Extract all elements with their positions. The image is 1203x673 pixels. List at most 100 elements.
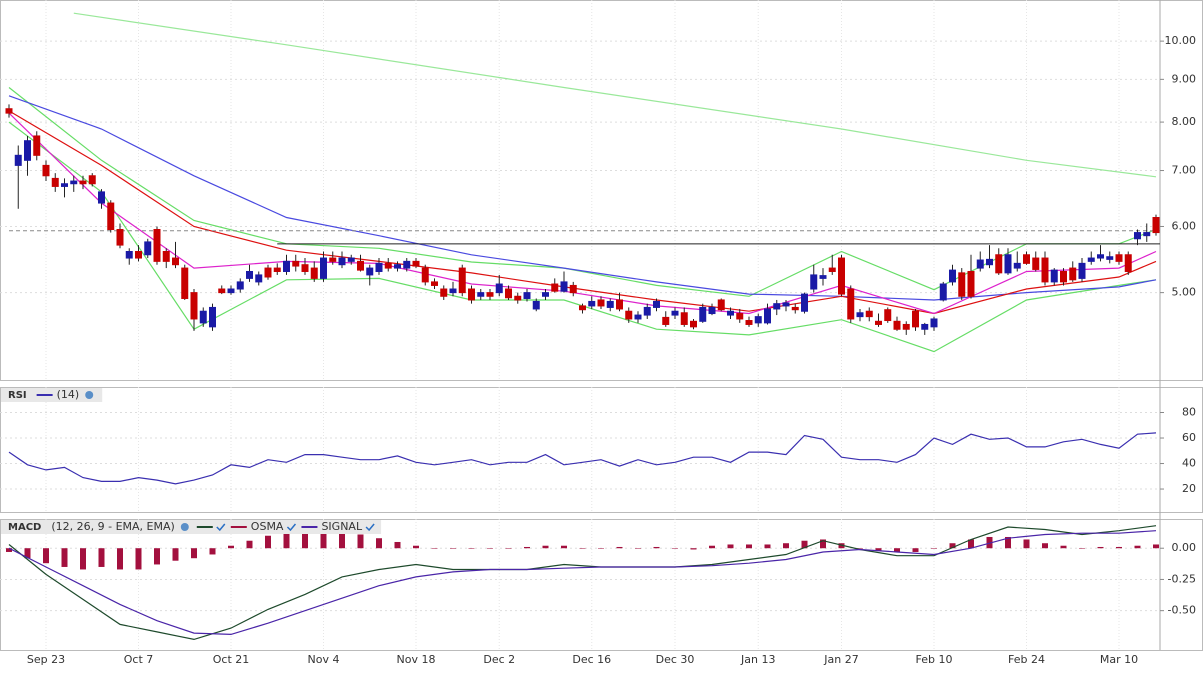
candle-body [680, 312, 688, 325]
histogram-bar [1153, 544, 1159, 549]
y-tick-label: -0.25 [1168, 572, 1196, 585]
candle-body [514, 295, 522, 301]
candle-body [801, 293, 808, 312]
histogram-bar [542, 545, 549, 549]
candle-body [690, 320, 697, 328]
histogram-bar [1134, 545, 1141, 549]
candle-body [847, 288, 855, 320]
histogram-bar [487, 548, 493, 549]
candle-body [292, 260, 300, 267]
candle-body [949, 269, 956, 283]
candle-body [1013, 262, 1021, 269]
x-tick-label: Feb 24 [1008, 653, 1045, 666]
y-tick-label: 60 [1182, 431, 1196, 444]
candle-body [218, 288, 226, 294]
histogram-bar [1005, 536, 1011, 549]
y-tick-label: 10.00 [1165, 34, 1197, 47]
candle-body [375, 262, 383, 272]
candle-body [135, 251, 142, 259]
candle-body [24, 140, 31, 161]
histogram-bar [783, 543, 789, 549]
candle-body [107, 202, 115, 231]
candle-body [1087, 257, 1095, 262]
y-tick-label: 9.00 [1172, 72, 1197, 85]
candle-body [995, 254, 1003, 274]
candle-body [875, 320, 882, 325]
panel-title: MACD [8, 522, 41, 533]
candle-body [190, 292, 198, 320]
candle-body [458, 267, 466, 294]
candle-body [717, 299, 725, 311]
candle-body [394, 264, 401, 269]
candle-body [246, 270, 253, 279]
x-tick-label: Oct 21 [213, 653, 250, 666]
candle-body [893, 320, 901, 330]
histogram-bar [413, 545, 419, 549]
candle-body [366, 267, 374, 276]
candle-body [14, 154, 22, 166]
candle-body [597, 299, 605, 307]
candle-body [579, 305, 586, 311]
candle-body [1097, 254, 1104, 259]
candle-body [1143, 232, 1151, 237]
candle-body [699, 306, 707, 322]
histogram-bar [117, 548, 123, 570]
histogram-bar [61, 548, 68, 567]
histogram-bar [579, 548, 586, 549]
histogram-bar [598, 548, 604, 549]
panel-subtitle: (12, 26, 9 - EMA, EMA) [51, 520, 174, 533]
candle-body [79, 180, 87, 185]
x-tick-label: Nov 18 [397, 653, 436, 666]
histogram-bar [43, 548, 49, 564]
x-tick-label: Mar 10 [1100, 653, 1138, 666]
candle-body [921, 323, 929, 330]
candle-body [468, 288, 475, 301]
histogram-bar [820, 539, 826, 549]
candle-body [551, 283, 559, 292]
candle-body [865, 310, 873, 318]
panel-subtitle: (14) [57, 388, 80, 401]
candle-body [310, 267, 318, 279]
histogram-bar [246, 540, 253, 549]
candle-body [209, 306, 216, 328]
candle-body [477, 292, 485, 297]
x-tick-label: Dec 16 [572, 653, 611, 666]
histogram-bar [727, 544, 734, 549]
candle-body [495, 283, 503, 294]
legend-check [286, 523, 297, 532]
x-tick-label: Nov 4 [308, 653, 340, 666]
histogram-bar [320, 531, 327, 549]
y-tick-label: -0.50 [1168, 604, 1196, 617]
series-line [8, 110, 1157, 315]
histogram-bar [1097, 546, 1104, 549]
histogram-bar [875, 548, 882, 551]
x-tick-label: Sep 23 [27, 653, 65, 666]
legend-check [365, 523, 375, 532]
candle-body [1152, 217, 1160, 234]
candle-body [625, 310, 633, 320]
x-tick-label: Jan 13 [740, 653, 775, 666]
candle-body [810, 274, 818, 290]
histogram-bar [191, 548, 197, 559]
candle-body [606, 300, 614, 308]
histogram-bar [98, 548, 105, 567]
histogram-bar [339, 533, 345, 549]
histogram-bar [24, 548, 31, 559]
histogram-bar [431, 548, 438, 549]
histogram-bar [968, 539, 974, 549]
candle-body [162, 251, 170, 262]
candle-body [347, 257, 355, 262]
candle-body [88, 175, 96, 185]
histogram-bar [228, 545, 234, 549]
y-tick-label: 80 [1182, 406, 1196, 419]
histogram-bar [801, 540, 808, 549]
candle-body [1032, 257, 1040, 270]
histogram-bar [376, 538, 382, 549]
settings-icon [180, 523, 189, 531]
candle-body [283, 260, 290, 272]
histogram-bar [894, 548, 900, 552]
y-tick-label: 8.00 [1172, 115, 1197, 128]
candle-body [532, 300, 540, 310]
